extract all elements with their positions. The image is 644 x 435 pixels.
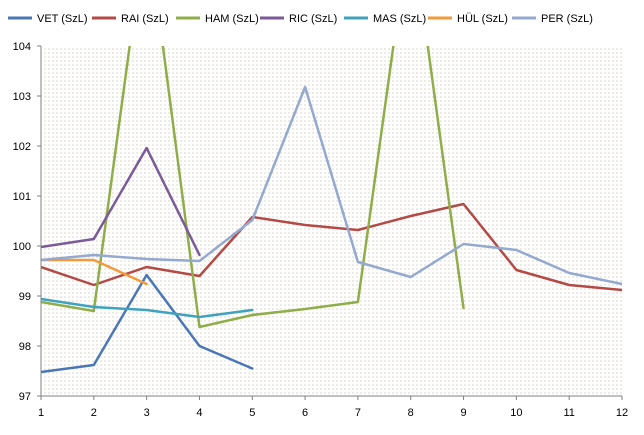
series-line-mas bbox=[41, 297, 254, 319]
y-tick-label: 102 bbox=[13, 141, 31, 153]
legend-label: RAI (SzL) bbox=[121, 13, 169, 25]
y-axis: 97 98 99 100 101 102 103 104 bbox=[13, 41, 41, 403]
x-axis: 1 2 3 4 5 6 7 8 9 10 11 12 bbox=[38, 396, 628, 419]
x-tick-label: 8 bbox=[408, 407, 414, 419]
x-tick-label: 5 bbox=[249, 407, 255, 419]
x-tick-label: 6 bbox=[302, 407, 308, 419]
series-line-ric bbox=[41, 146, 201, 257]
x-tick-label: 9 bbox=[460, 407, 466, 419]
y-tick-label: 104 bbox=[13, 41, 31, 53]
legend-label: HAM (SzL) bbox=[205, 13, 259, 25]
y-tick-label: 101 bbox=[13, 191, 31, 203]
legend-label: PER (SzL) bbox=[541, 13, 593, 25]
legend: VET (SzL) RAI (SzL) HAM (SzL) RIC (SzL) MAS … bbox=[8, 13, 593, 25]
series-line-per bbox=[41, 85, 622, 286]
plot-area bbox=[41, 46, 622, 396]
series-line-vet bbox=[41, 273, 254, 374]
legend-label: HÜL (SzL) bbox=[457, 13, 508, 25]
x-tick-label: 10 bbox=[510, 407, 522, 419]
x-tick-label: 4 bbox=[196, 407, 202, 419]
y-tick-label: 99 bbox=[19, 291, 31, 303]
series-line-rai bbox=[41, 202, 622, 292]
legend-label: VET (SzL) bbox=[37, 13, 88, 25]
x-tick-label: 12 bbox=[616, 407, 628, 419]
x-tick-label: 7 bbox=[355, 407, 361, 419]
x-tick-label: 11 bbox=[563, 407, 574, 419]
series-line-hül bbox=[41, 258, 148, 286]
legend-label: RIC (SzL) bbox=[289, 13, 337, 25]
y-tick-label: 103 bbox=[13, 91, 31, 103]
y-tick-label: 98 bbox=[19, 341, 31, 353]
legend-label: MAS (SzL) bbox=[373, 13, 426, 25]
x-tick-label: 2 bbox=[91, 407, 97, 419]
x-tick-label: 1 bbox=[38, 407, 44, 419]
x-tick-label: 3 bbox=[144, 407, 150, 419]
series-line-ham bbox=[41, 46, 465, 329]
y-tick-label: 97 bbox=[19, 391, 31, 403]
y-tick-label: 100 bbox=[13, 241, 31, 253]
series-group bbox=[41, 46, 622, 374]
